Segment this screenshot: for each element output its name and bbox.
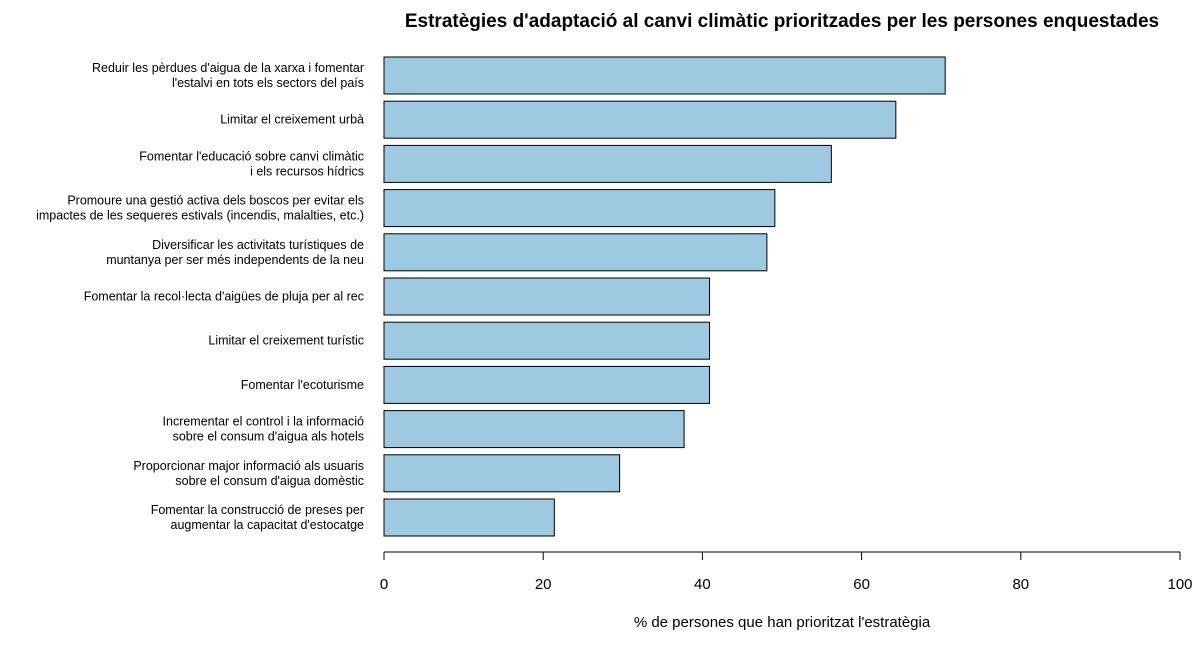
category-label-line: Limitar el creixement urbà bbox=[220, 113, 364, 127]
bar bbox=[383, 321, 711, 360]
category-label: Fomentar la recol·lecta d'aigües de pluj… bbox=[84, 290, 364, 304]
category-label-line: l'estalvi en tots els sectors del país bbox=[172, 76, 364, 90]
bar bbox=[383, 144, 832, 183]
x-axis: 0 20 40 60 80 100 bbox=[380, 551, 1193, 593]
x-tick-label: 20 bbox=[535, 576, 552, 593]
x-tick-label: 0 bbox=[380, 576, 388, 593]
category-label-line: Reduir les pèrdues d'aigua de la xarxa i… bbox=[92, 61, 364, 75]
bar bbox=[383, 189, 776, 228]
category-label-line: augmentar la capacitat d'estocatge bbox=[171, 518, 365, 532]
category-label: Incrementar el control i la informació so… bbox=[163, 415, 365, 444]
category-label: Limitar el creixement urbà bbox=[220, 113, 364, 127]
bar bbox=[383, 365, 711, 404]
bar bbox=[383, 410, 685, 449]
category-label-line: i els recursos hídrics bbox=[250, 164, 364, 178]
bar bbox=[383, 100, 897, 139]
category-label-line: Fomentar la recol·lecta d'aigües de pluj… bbox=[84, 290, 364, 304]
category-label-line: sobre el consum d'aigua als hotels bbox=[173, 430, 364, 444]
bars-group bbox=[383, 56, 946, 537]
bar bbox=[383, 498, 555, 537]
category-label-line: Fomentar l'ecoturisme bbox=[241, 378, 364, 392]
chart-title: Estratègies d'adaptació al canvi climàti… bbox=[405, 11, 1159, 32]
category-label-line: Diversificar les activitats turístiques … bbox=[152, 238, 364, 252]
category-label-line: Fomentar la construcció de preses per bbox=[151, 503, 364, 517]
category-label-line: Proporcionar major informació als usuari… bbox=[133, 459, 364, 473]
category-label-line: Promoure una gestió activa dels boscos p… bbox=[67, 194, 364, 208]
x-tick-label: 80 bbox=[1012, 576, 1029, 593]
x-tick-label: 40 bbox=[694, 576, 711, 593]
category-label: Reduir les pèrdues d'aigua de la xarxa i… bbox=[92, 61, 364, 90]
category-label: Fomentar la construcció de preses per aug… bbox=[151, 503, 364, 532]
x-axis-label: % de persones que han prioritzat l'estra… bbox=[634, 614, 931, 631]
category-label: Promoure una gestió activa dels boscos p… bbox=[36, 194, 364, 223]
bar bbox=[383, 454, 621, 493]
x-tick-label: 100 bbox=[1167, 576, 1192, 593]
category-label: Proporcionar major informació als usuari… bbox=[133, 459, 364, 488]
bar bbox=[383, 56, 946, 95]
category-label-line: Limitar el creixement turístic bbox=[208, 334, 364, 348]
category-label: Fomentar l'ecoturisme bbox=[241, 378, 364, 392]
bar bbox=[383, 277, 711, 316]
category-labels: Reduir les pèrdues d'aigua de la xarxa i… bbox=[36, 61, 364, 532]
x-tick-label: 60 bbox=[853, 576, 870, 593]
category-label-line: muntanya per ser més independents de la … bbox=[106, 253, 364, 267]
category-label-line: impactes de les sequeres estivals (incen… bbox=[36, 209, 364, 223]
bar bbox=[383, 233, 768, 272]
category-label-line: Incrementar el control i la informació bbox=[163, 415, 365, 429]
category-label: Limitar el creixement turístic bbox=[208, 334, 364, 348]
category-label-line: sobre el consum d'aigua domèstic bbox=[175, 474, 364, 488]
category-label-line: Fomentar l'educació sobre canvi climàtic bbox=[139, 149, 364, 163]
category-label: Diversificar les activitats turístiques … bbox=[106, 238, 364, 267]
category-label: Fomentar l'educació sobre canvi climàtic… bbox=[139, 149, 364, 178]
